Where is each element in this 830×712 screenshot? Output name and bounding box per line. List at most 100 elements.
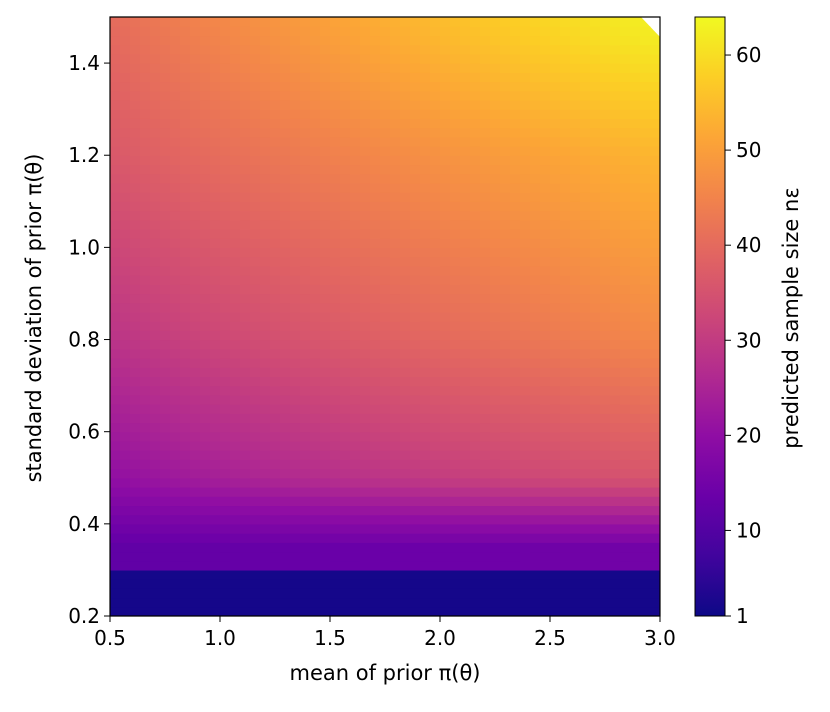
heatmap-cell — [610, 256, 621, 267]
heatmap-cell — [430, 321, 441, 331]
heatmap-cell — [620, 514, 631, 525]
heatmap-cell — [510, 63, 521, 73]
heatmap-cell — [650, 173, 660, 184]
heatmap-cell — [600, 293, 611, 304]
heatmap-cell — [130, 228, 141, 239]
heatmap-cell — [380, 431, 391, 442]
heatmap-cell — [240, 219, 251, 230]
heatmap-cell — [330, 155, 341, 166]
heatmap-cell — [490, 173, 501, 184]
heatmap-cell — [500, 192, 511, 202]
heatmap-cell — [370, 385, 381, 396]
heatmap-cell — [390, 26, 401, 37]
heatmap-cell — [620, 569, 631, 580]
heatmap-cell — [590, 247, 601, 258]
heatmap-cell — [630, 311, 641, 322]
heatmap-cell — [310, 284, 321, 295]
heatmap-cell — [310, 192, 321, 202]
heatmap-cell — [140, 81, 151, 92]
heatmap-cell — [630, 164, 641, 175]
heatmap-cell — [320, 551, 331, 562]
heatmap-cell — [620, 293, 631, 304]
heatmap-cell — [480, 302, 491, 313]
heatmap-cell — [160, 321, 171, 331]
heatmap-cell — [150, 569, 161, 580]
heatmap-cell — [270, 486, 281, 497]
heatmap-cell — [420, 247, 431, 258]
heatmap-cell — [250, 505, 261, 516]
heatmap-cell — [170, 533, 181, 543]
heatmap-cell — [280, 247, 291, 258]
heatmap-cell — [200, 72, 211, 83]
heatmap-cell — [630, 72, 641, 83]
heatmap-cell — [280, 348, 291, 359]
heatmap-cell — [160, 293, 171, 304]
heatmap-cell — [340, 118, 351, 129]
heatmap-cell — [520, 311, 531, 322]
heatmap-cell — [210, 63, 221, 73]
heatmap-cell — [340, 348, 351, 359]
heatmap-cell — [580, 293, 591, 304]
heatmap-cell — [220, 155, 231, 166]
heatmap-cell — [280, 146, 291, 156]
heatmap-cell — [570, 81, 581, 92]
heatmap-cell — [200, 90, 211, 101]
heatmap-cell — [490, 228, 501, 239]
heatmap-cell — [350, 311, 361, 322]
heatmap-cell — [140, 597, 151, 608]
heatmap-cell — [450, 155, 461, 166]
heatmap-cell — [420, 238, 431, 248]
heatmap-cell — [500, 173, 511, 184]
heatmap-cell — [640, 127, 651, 138]
heatmap-cell — [530, 265, 541, 276]
heatmap-cell — [600, 551, 611, 562]
heatmap-cell — [340, 146, 351, 156]
heatmap-cell — [190, 293, 201, 304]
heatmap-cell — [110, 228, 121, 239]
heatmap-cell — [590, 63, 601, 73]
heatmap-cell — [340, 72, 351, 83]
heatmap-cell — [170, 339, 181, 350]
heatmap-cell — [170, 413, 181, 424]
heatmap-cell — [600, 219, 611, 230]
heatmap-cell — [630, 118, 641, 129]
heatmap-cell — [570, 238, 581, 248]
heatmap-cell — [190, 219, 201, 230]
heatmap-cell — [610, 459, 621, 470]
heatmap-cell — [310, 422, 321, 433]
heatmap-cell — [550, 26, 561, 37]
heatmap-cell — [640, 99, 651, 110]
heatmap-cell — [650, 256, 660, 267]
heatmap-cell — [130, 459, 141, 470]
heatmap-cell — [250, 210, 261, 221]
heatmap-cell — [610, 579, 621, 589]
heatmap-cell — [380, 192, 391, 202]
heatmap-cell — [520, 413, 531, 424]
heatmap-cell — [300, 376, 311, 387]
heatmap-cell — [240, 238, 251, 248]
heatmap-cell — [650, 450, 660, 460]
heatmap-cell — [220, 357, 231, 368]
heatmap-cell — [550, 533, 561, 543]
heatmap-cell — [350, 265, 361, 276]
heatmap-cell — [540, 17, 551, 27]
heatmap-cell — [440, 265, 451, 276]
heatmap-cell — [620, 505, 631, 516]
heatmap-cell — [430, 569, 441, 580]
heatmap-cell — [120, 302, 131, 313]
heatmap-cell — [290, 560, 301, 571]
heatmap-cell — [400, 404, 411, 414]
heatmap-cell — [210, 155, 221, 166]
heatmap-cell — [280, 450, 291, 460]
heatmap-cell — [610, 63, 621, 73]
heatmap-cell — [420, 533, 431, 543]
heatmap-cell — [380, 182, 391, 193]
heatmap-cell — [350, 256, 361, 267]
heatmap-cell — [330, 339, 341, 350]
heatmap-cell — [180, 542, 191, 553]
heatmap-cell — [610, 422, 621, 433]
heatmap-cell — [390, 422, 401, 433]
heatmap-cell — [590, 588, 601, 599]
heatmap-cell — [280, 486, 291, 497]
heatmap-cell — [190, 404, 201, 414]
